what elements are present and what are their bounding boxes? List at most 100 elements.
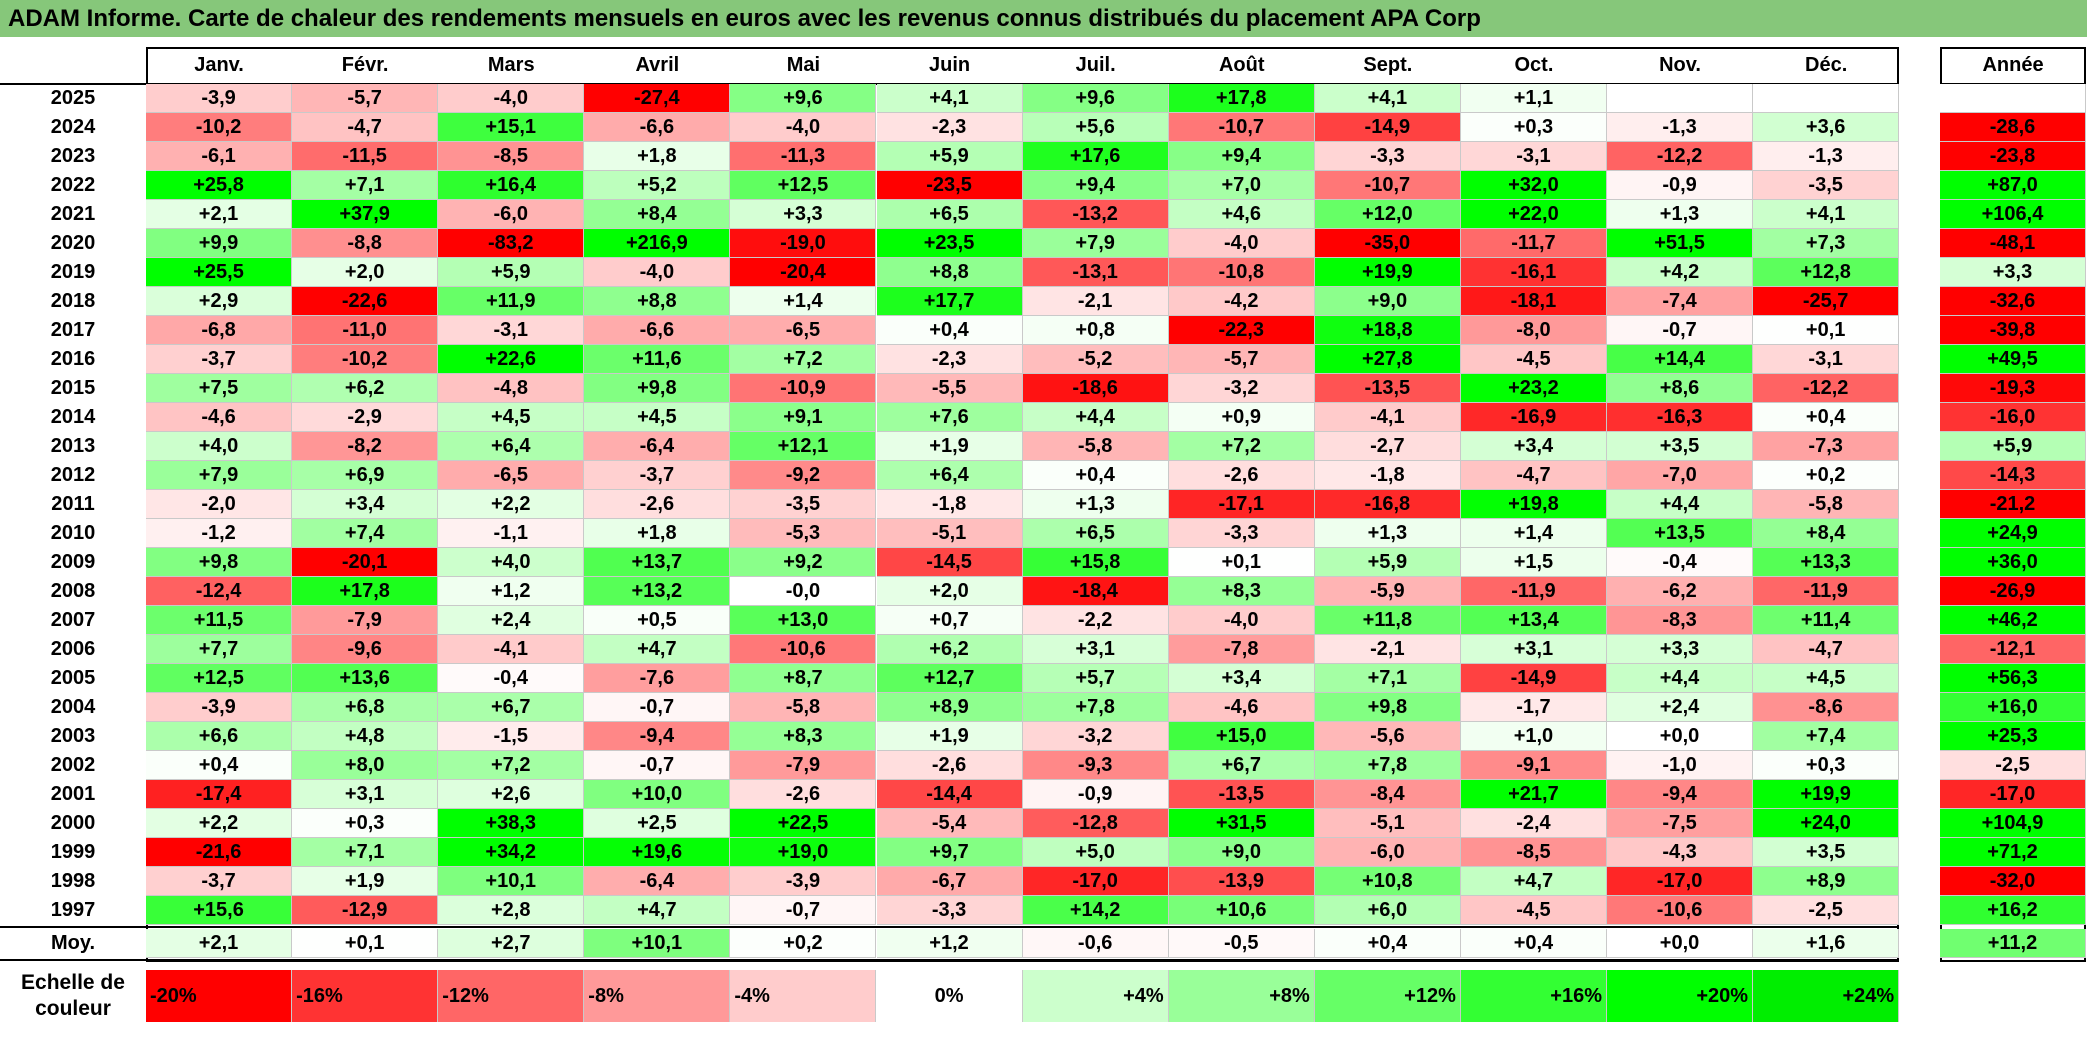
- month-cell: -4,1: [1314, 403, 1461, 432]
- month-cell: +1,8: [584, 142, 731, 171]
- color-scale-step: +4%: [1022, 970, 1169, 1022]
- month-cell: +9,0: [1314, 287, 1461, 316]
- month-cell: -3,7: [584, 461, 731, 490]
- month-cell: +7,7: [146, 635, 293, 664]
- month-cell: +0,9: [1168, 403, 1315, 432]
- average-cell: +2,7: [438, 929, 585, 958]
- month-cell: +10,6: [1168, 896, 1315, 925]
- month-cell: +13,3: [1753, 548, 1900, 577]
- month-cell: +1,9: [292, 867, 439, 896]
- month-cell: +9,9: [146, 229, 293, 258]
- year-label: 2020: [50, 232, 96, 254]
- month-cell: +2,6: [438, 780, 585, 809]
- month-cell: -2,6: [584, 490, 731, 519]
- color-scale-step: -20%: [146, 970, 293, 1022]
- month-cell: -25,7: [1753, 287, 1900, 316]
- month-cell: +13,5: [1607, 519, 1754, 548]
- month-header: Août: [1218, 54, 1265, 76]
- year-label: 2008: [50, 580, 96, 602]
- month-cell: -2,1: [1022, 287, 1169, 316]
- annual-cell: +87,0: [1940, 171, 2086, 200]
- month-cell: -7,8: [1168, 635, 1315, 664]
- month-cell: +1,0: [1460, 722, 1607, 751]
- month-cell: +12,8: [1753, 258, 1900, 287]
- average-cell: +0,4: [1314, 929, 1461, 958]
- month-cell: +8,3: [1168, 577, 1315, 606]
- month-cell: +5,0: [1022, 838, 1169, 867]
- average-annual-cell: +11,2: [1940, 929, 2086, 958]
- month-cell: -1,7: [1460, 693, 1607, 722]
- month-cell: -4,7: [1460, 461, 1607, 490]
- month-cell: -0,9: [1607, 171, 1754, 200]
- color-scale-step: +12%: [1314, 970, 1461, 1022]
- month-cell: +9,4: [1168, 142, 1315, 171]
- year-label: 2009: [50, 551, 96, 573]
- month-cell: -13,1: [1022, 258, 1169, 287]
- month-header: Mars: [487, 54, 535, 76]
- average-cell: +1,2: [876, 929, 1023, 958]
- month-cell: -23,5: [876, 171, 1023, 200]
- month-cell: +5,9: [438, 258, 585, 287]
- month-cell: +4,0: [438, 548, 585, 577]
- annual-cell: +46,2: [1940, 606, 2086, 635]
- month-cell: +0,3: [1753, 751, 1900, 780]
- color-scale-step: +8%: [1168, 970, 1315, 1022]
- month-cell: +7,4: [1753, 722, 1900, 751]
- month-cell: -6,5: [438, 461, 585, 490]
- month-cell: -2,6: [1168, 461, 1315, 490]
- month-cell: -0,7: [730, 896, 877, 925]
- month-cell: +8,0: [292, 751, 439, 780]
- month-cell: +7,1: [1314, 664, 1461, 693]
- month-cell: +1,3: [1607, 200, 1754, 229]
- average-cell: -0,5: [1168, 929, 1315, 958]
- month-cell: +2,4: [1607, 693, 1754, 722]
- month-cell: +0,8: [1022, 316, 1169, 345]
- month-cell: -4,0: [730, 113, 877, 142]
- month-cell: +4,5: [1753, 664, 1900, 693]
- year-label: 2010: [50, 522, 96, 544]
- month-cell: +23,5: [876, 229, 1023, 258]
- year-label: 2003: [50, 725, 96, 747]
- year-total-header: Année: [1982, 54, 2044, 76]
- month-cell: -7,4: [1607, 287, 1754, 316]
- year-label: 1999: [50, 841, 96, 863]
- month-cell: -14,5: [876, 548, 1023, 577]
- month-cell: +6,8: [292, 693, 439, 722]
- month-cell: +1,4: [1460, 519, 1607, 548]
- month-cell: +5,6: [1022, 113, 1169, 142]
- month-cell: +0,3: [1460, 113, 1607, 142]
- month-header: Sept.: [1363, 54, 1413, 76]
- month-cell: +4,4: [1607, 664, 1754, 693]
- month-cell: +14,4: [1607, 345, 1754, 374]
- month-cell: -7,9: [730, 751, 877, 780]
- month-cell: +19,0: [730, 838, 877, 867]
- month-cell: -2,1: [1314, 635, 1461, 664]
- month-cell: +7,1: [292, 838, 439, 867]
- month-cell: +9,6: [1022, 84, 1169, 113]
- month-cell: -5,2: [1022, 345, 1169, 374]
- color-scale-step: +24%: [1753, 970, 1900, 1022]
- month-cell: -8,3: [1607, 606, 1754, 635]
- month-cell: -10,7: [1168, 113, 1315, 142]
- year-label: 2006: [50, 638, 96, 660]
- annual-cell: +36,0: [1940, 548, 2086, 577]
- year-label: 2018: [50, 290, 96, 312]
- month-cell: +4,4: [1022, 403, 1169, 432]
- month-cell: +8,3: [730, 722, 877, 751]
- month-cell: -11,9: [1753, 577, 1900, 606]
- annual-cell: -19,3: [1940, 374, 2086, 403]
- month-cell: +0,1: [1168, 548, 1315, 577]
- month-cell: -7,6: [584, 664, 731, 693]
- month-cell: +9,1: [730, 403, 877, 432]
- year-label: 2022: [50, 174, 96, 196]
- month-cell: -6,4: [584, 432, 731, 461]
- month-cell: +8,8: [876, 258, 1023, 287]
- month-cell: +38,3: [438, 809, 585, 838]
- month-cell: +6,4: [876, 461, 1023, 490]
- month-cell: -5,6: [1314, 722, 1461, 751]
- month-cell: +6,9: [292, 461, 439, 490]
- month-cell: -8,2: [292, 432, 439, 461]
- month-cell: -17,0: [1022, 867, 1169, 896]
- month-cell: -3,1: [1753, 345, 1900, 374]
